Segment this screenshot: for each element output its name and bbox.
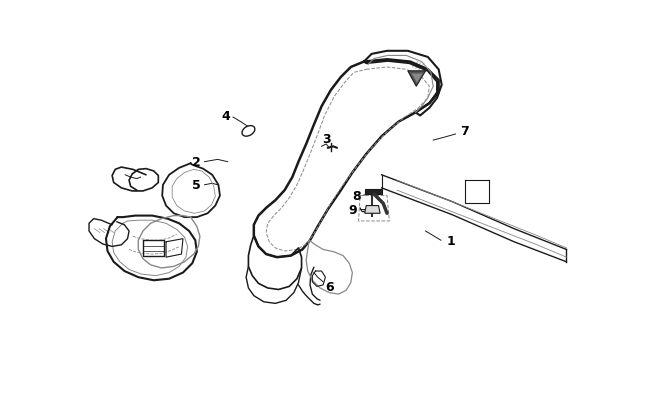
Polygon shape (411, 74, 423, 84)
Text: 7: 7 (460, 125, 469, 138)
Text: 5: 5 (192, 179, 202, 192)
Text: 8: 8 (352, 190, 361, 202)
Text: 1: 1 (447, 234, 455, 247)
Text: 2: 2 (192, 156, 202, 169)
Text: 6: 6 (325, 280, 333, 293)
Text: 9: 9 (348, 203, 357, 216)
Polygon shape (408, 72, 426, 87)
Text: 3: 3 (322, 133, 330, 146)
Polygon shape (365, 189, 382, 194)
Text: 4: 4 (221, 110, 229, 123)
Polygon shape (365, 206, 380, 214)
